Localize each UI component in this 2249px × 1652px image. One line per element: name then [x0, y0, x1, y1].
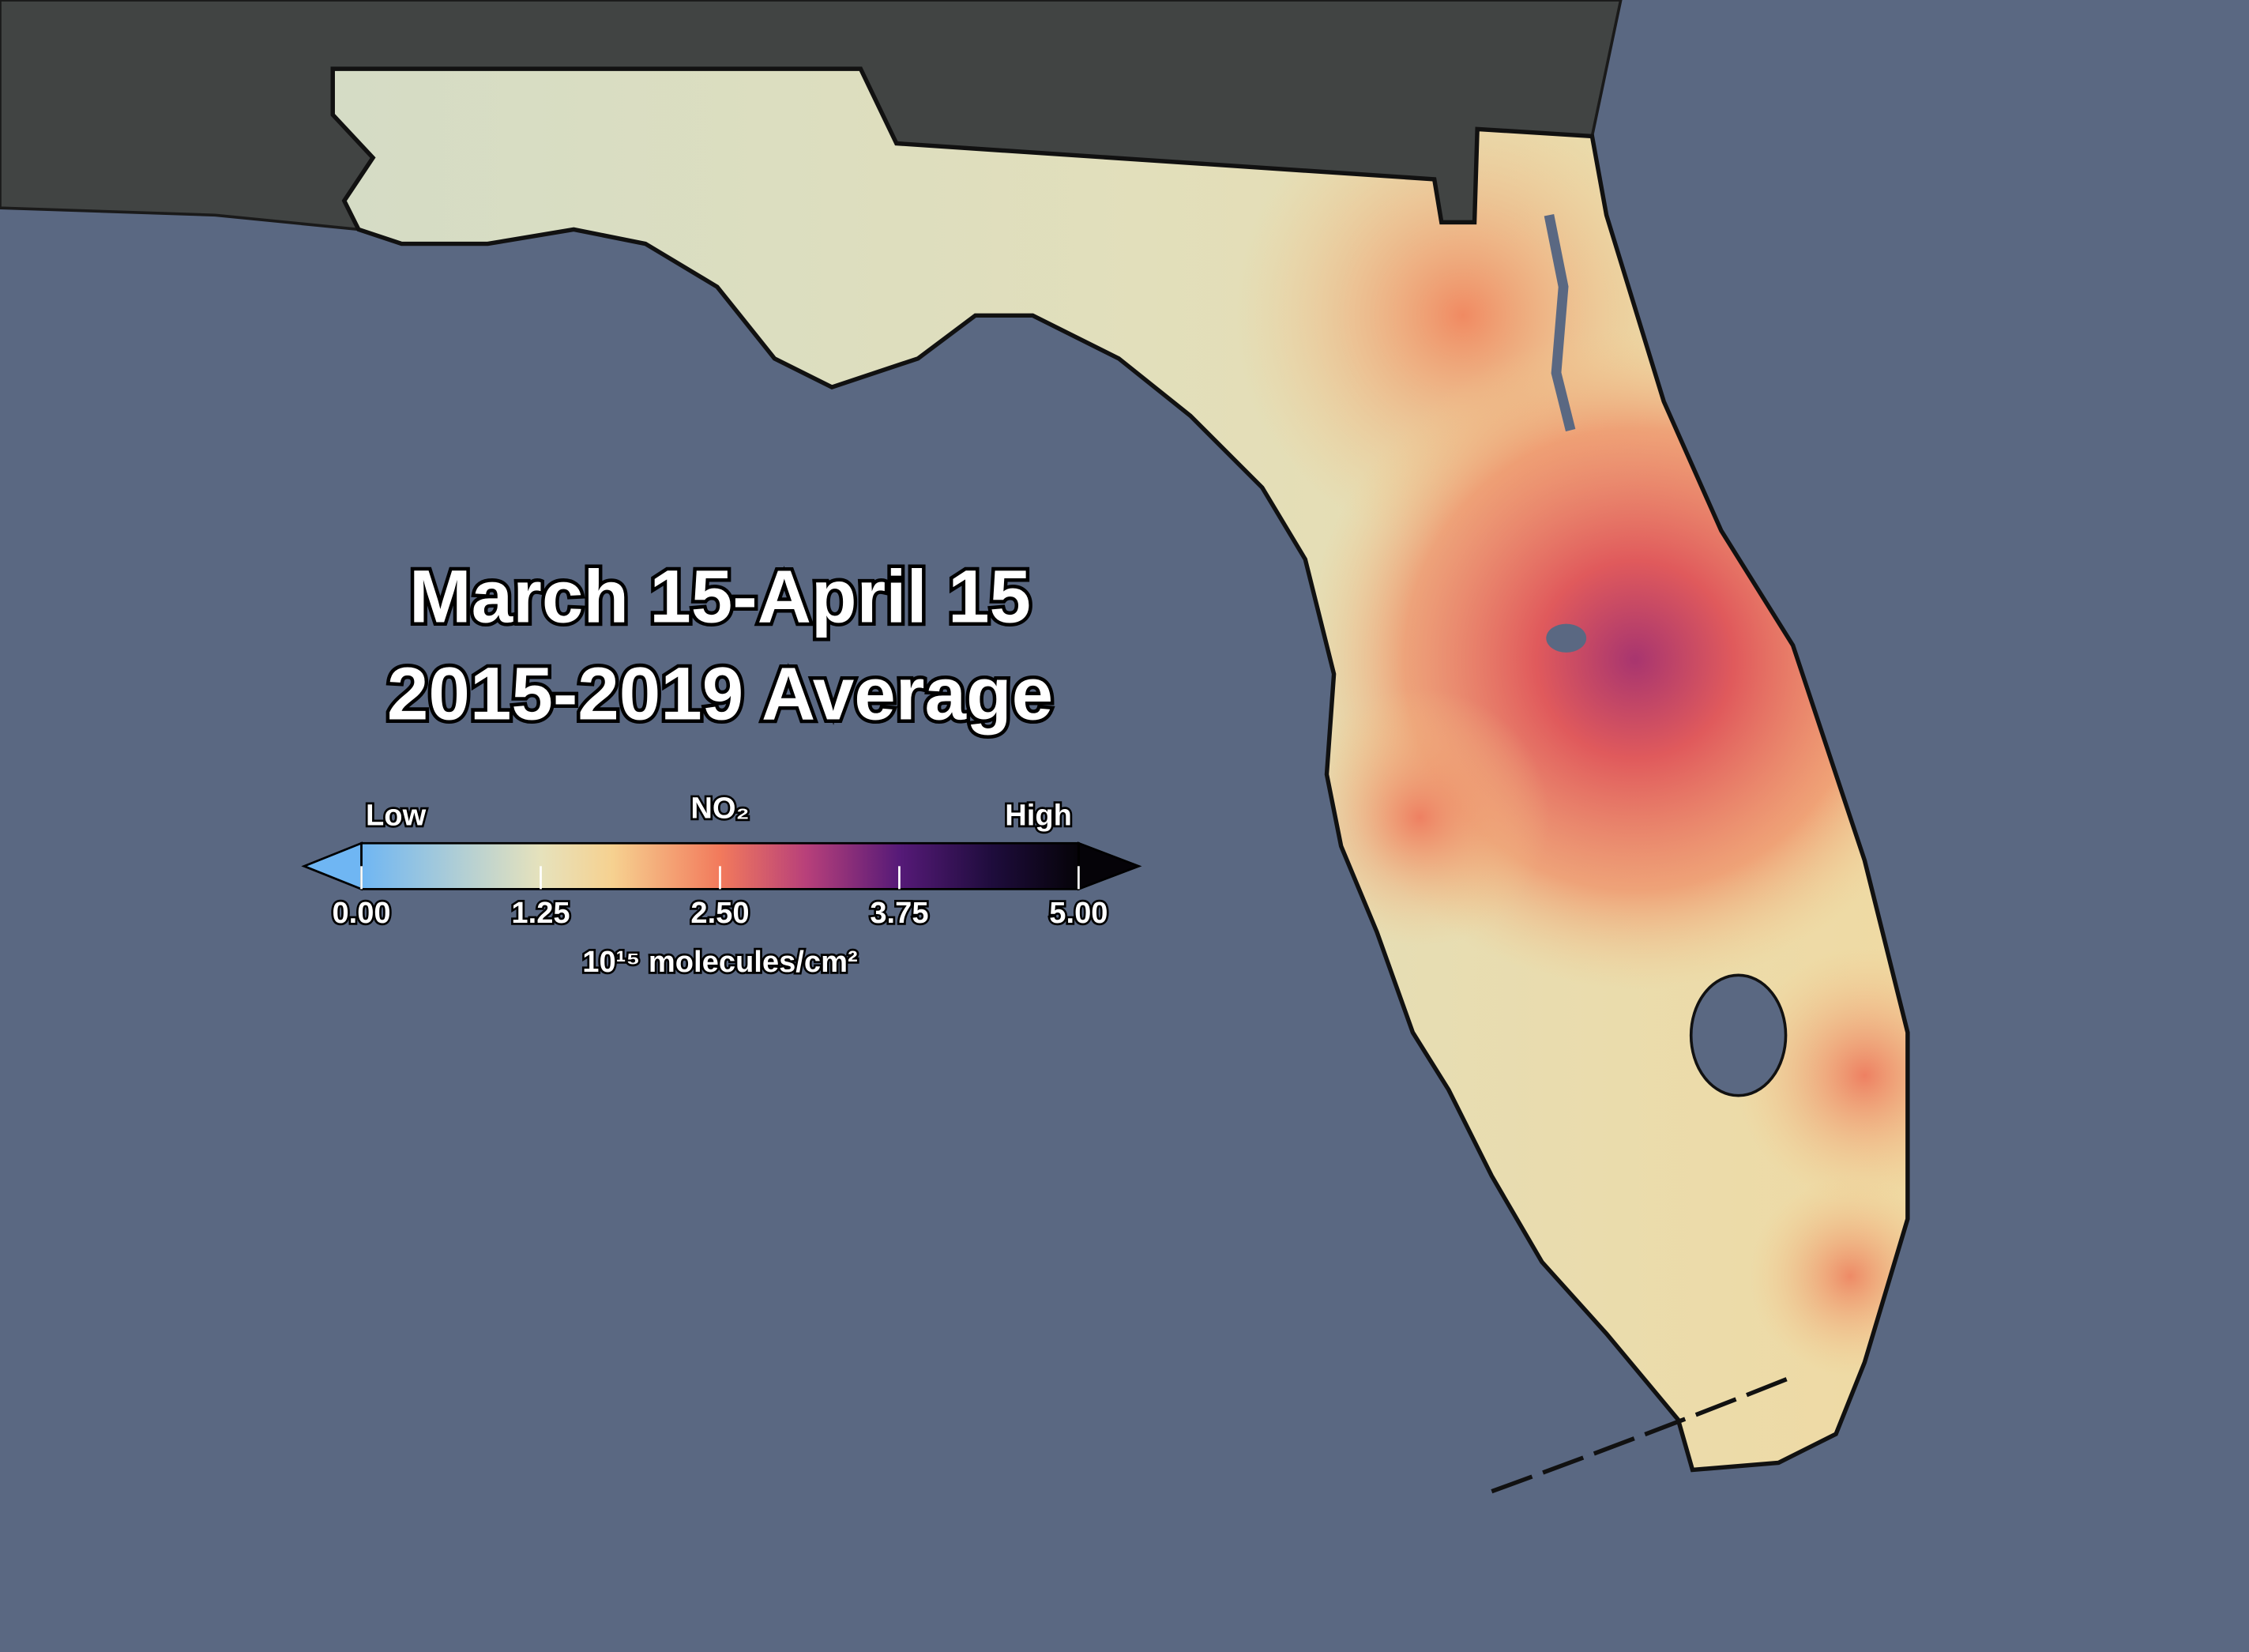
colorbar-tick-label: 2.50	[690, 896, 749, 930]
lake-okeechobee	[1689, 973, 1788, 1097]
colorbar-tick-label: 1.25	[511, 896, 570, 930]
river	[1544, 214, 1576, 432]
colorbar-tick-label: 3.75	[870, 896, 928, 930]
lake	[1546, 623, 1587, 653]
title-line-2: 2015-2019 Average	[387, 653, 1053, 736]
colorbar-high-label: High	[1005, 799, 1072, 833]
colorbar-tick-label: 5.00	[1049, 896, 1108, 930]
colorbar-unit: 10¹⁵ molecules/cm²	[582, 945, 857, 979]
colorbar-low-label: Low	[366, 799, 427, 833]
colorbar: Low NO₂ High 10¹⁵ molecules/cm² 0.00 1.25…	[301, 789, 1142, 981]
keys	[1491, 1374, 1794, 1494]
colorbar-tick-label: 0.00	[332, 896, 390, 930]
colorbar-quantity: NO₂	[690, 792, 749, 826]
title-line-1: March 15-April 15	[409, 555, 1031, 638]
